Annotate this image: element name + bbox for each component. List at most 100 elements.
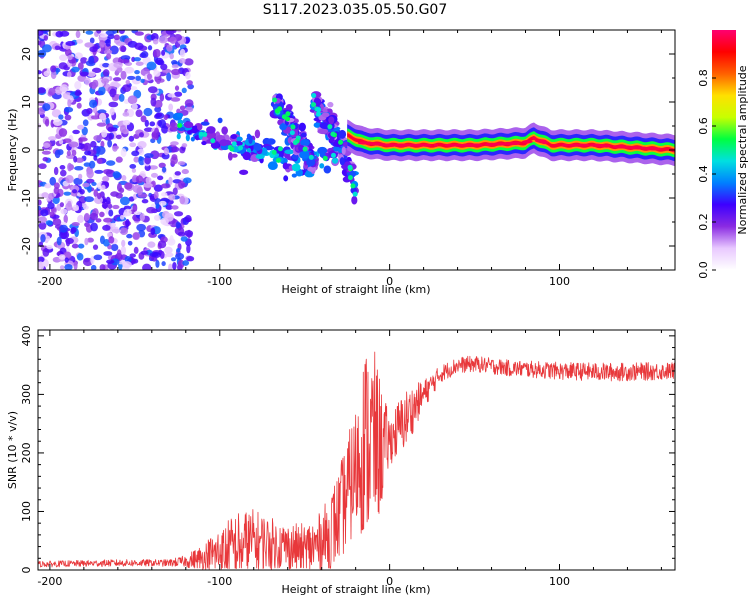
noise-blob (59, 202, 65, 208)
noise-blob (76, 102, 82, 109)
trace-blob (300, 132, 307, 138)
noise-blob (119, 187, 125, 193)
noise-blob (77, 243, 85, 249)
trace-peak (229, 146, 235, 152)
tone-peak (472, 143, 481, 147)
noise-blob (158, 200, 167, 206)
trace-peak (338, 139, 344, 145)
snr-x-tick-label: 100 (549, 575, 570, 588)
noise-blob (168, 103, 174, 111)
tone-peak (409, 143, 414, 147)
trace-blob (183, 121, 194, 129)
noise-blob (119, 214, 125, 220)
noise-blob (106, 259, 115, 264)
noise-blob (181, 169, 189, 175)
noise-blob (85, 30, 94, 35)
noise-blob (148, 165, 158, 170)
trace-peak (347, 175, 353, 181)
trace-peak (292, 140, 298, 146)
snr-x-tick-label: -200 (37, 575, 62, 588)
noise-blob (48, 87, 56, 96)
noise-blob (140, 115, 147, 123)
noise-blob (78, 137, 88, 142)
noise-blob (128, 135, 135, 142)
noise-blob (169, 53, 174, 60)
noise-blob (161, 49, 166, 56)
noise-blob (129, 164, 137, 169)
noise-blob (136, 186, 143, 196)
noise-blob (127, 95, 138, 105)
noise-blob (74, 80, 82, 90)
noise-blob (146, 206, 156, 214)
noise-blob (121, 175, 127, 181)
noise-blob (38, 40, 42, 46)
noise-blob (65, 202, 73, 211)
trace-blob (254, 129, 261, 139)
noise-blob (165, 204, 173, 210)
trace-blob (266, 138, 276, 145)
noise-blob (177, 231, 186, 237)
noise-blob (84, 237, 89, 246)
noise-blob (169, 36, 177, 44)
noise-blob (155, 259, 160, 268)
noise-blob (175, 221, 181, 229)
trace-blob (185, 134, 190, 142)
noise-blob (59, 54, 68, 62)
trace-blob (299, 150, 310, 159)
trace-peak (308, 154, 314, 160)
spectrogram-marks (38, 30, 675, 270)
noise-blob (121, 84, 132, 93)
noise-blob (42, 156, 49, 162)
noise-blob (158, 35, 169, 44)
noise-blob (59, 84, 69, 93)
noise-blob (96, 122, 107, 127)
noise-blob (157, 175, 164, 181)
noise-blob (118, 93, 125, 102)
trace-blob (267, 161, 278, 170)
noise-blob (159, 93, 165, 102)
trace-peak (327, 124, 333, 130)
colorbar-gradient (712, 30, 736, 270)
noise-blob (93, 254, 103, 261)
noise-blob (60, 230, 70, 240)
trace-peak (290, 124, 296, 130)
trace-peak (285, 111, 291, 117)
tone-peak (433, 143, 438, 147)
noise-blob (66, 150, 71, 157)
noise-blob (129, 142, 137, 148)
noise-blob (181, 87, 187, 94)
noise-blob (164, 212, 174, 222)
trace-blob (190, 136, 195, 142)
spectrogram-x-tick-label: -100 (207, 275, 232, 288)
noise-blob (115, 156, 123, 163)
noise-blob (64, 263, 73, 270)
noise-blob (42, 103, 51, 112)
noise-blob (55, 68, 61, 73)
noise-blob (138, 156, 146, 166)
noise-blob (174, 85, 180, 91)
noise-blob (49, 211, 55, 218)
trace-peak (272, 97, 278, 103)
noise-blob (182, 260, 190, 266)
noise-blob (98, 40, 106, 48)
noise-blob (184, 58, 194, 66)
noise-blob (99, 211, 105, 218)
noise-blob (134, 42, 144, 50)
noise-blob (38, 261, 45, 270)
trace-blob (313, 122, 321, 128)
colorbar-tick-label: 0.4 (697, 165, 710, 183)
colorbar-ticks: 0.0 0.2 0.4 0.6 0.8 (697, 69, 716, 279)
noise-blob (115, 192, 123, 199)
noise-blob (122, 119, 131, 126)
noise-blob (58, 139, 64, 145)
trace-peak (350, 183, 356, 189)
noise-blob (115, 134, 122, 140)
noise-blob (151, 131, 157, 140)
noise-blob (60, 169, 67, 177)
trace-blob (298, 122, 306, 132)
noise-blob (53, 186, 60, 195)
noise-blob (171, 68, 181, 76)
noise-blob (155, 203, 160, 209)
noise-blob (86, 169, 94, 179)
noise-blob (101, 129, 108, 138)
